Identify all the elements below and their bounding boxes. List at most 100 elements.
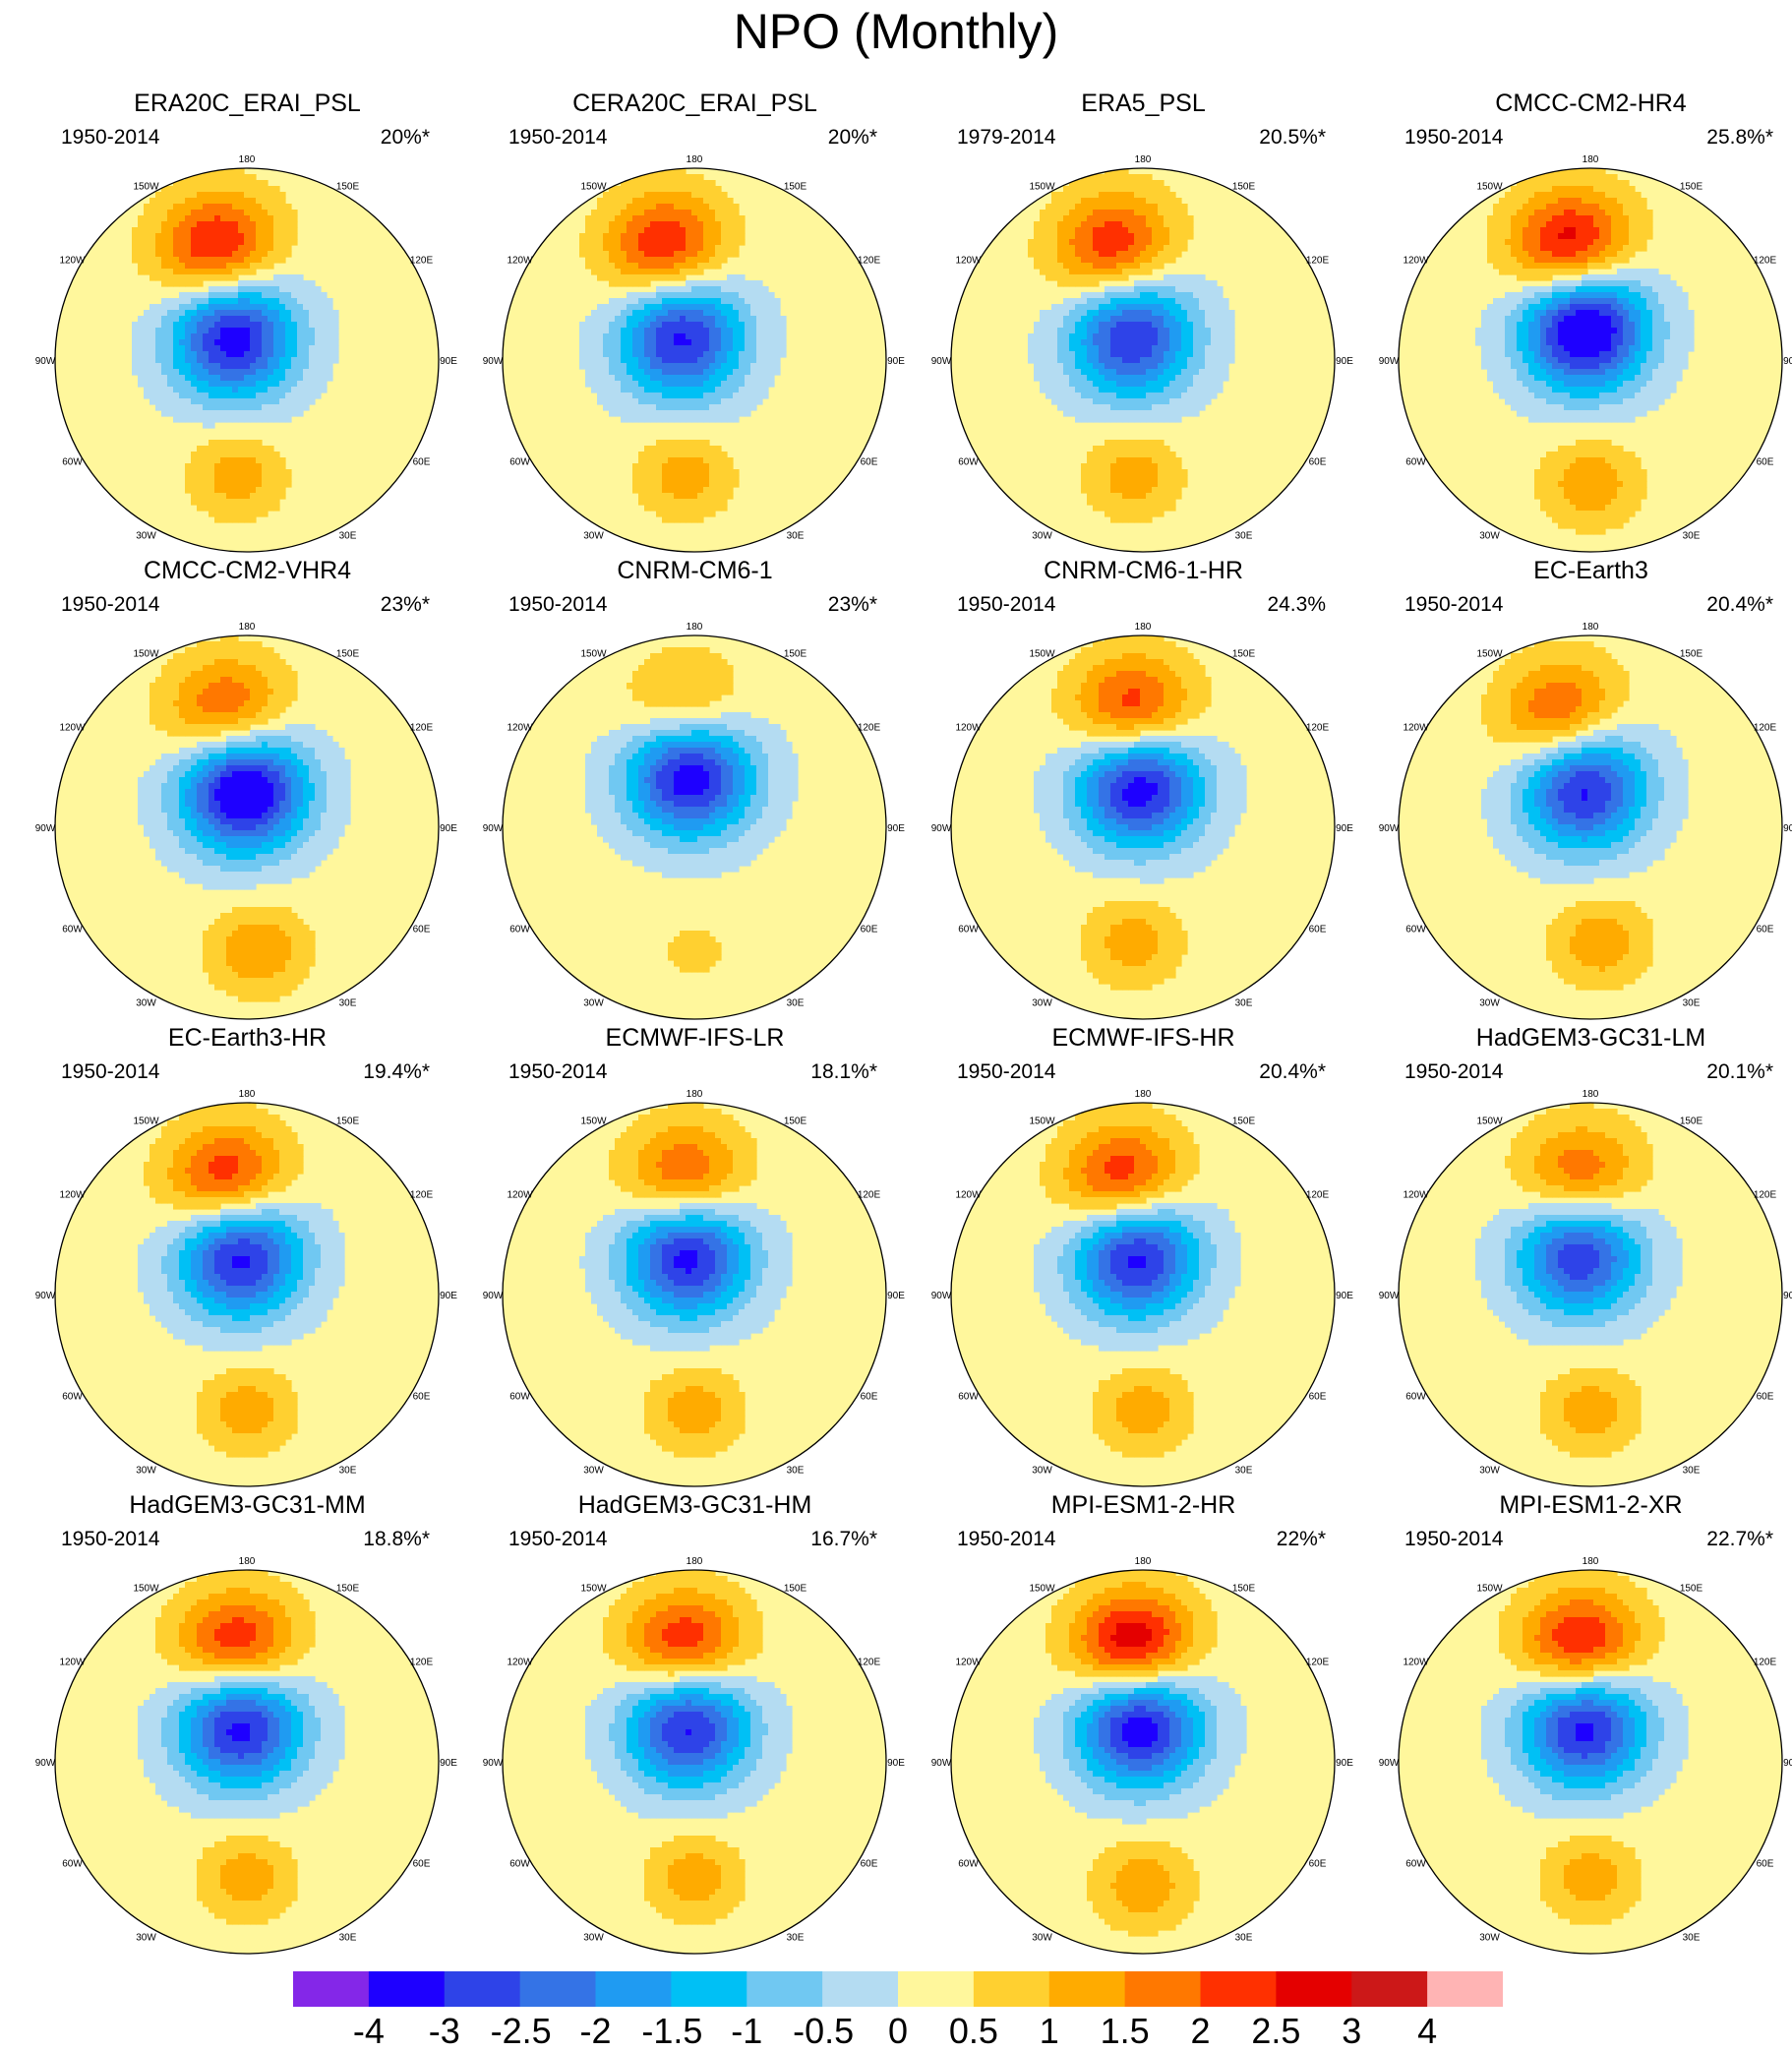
longitude-label: 120E — [1306, 723, 1330, 734]
longitude-label: 60W — [1405, 1859, 1426, 1870]
longitude-label: 150E — [336, 1117, 360, 1127]
longitude-label: 150E — [336, 1584, 360, 1595]
longitude-label: 90W — [483, 1758, 504, 1769]
longitude-label: 60W — [958, 457, 979, 468]
longitude-label: 150E — [1232, 1584, 1256, 1595]
longitude-label: 120W — [955, 723, 982, 734]
colorbar — [293, 1971, 1503, 2007]
longitude-label: 60E — [413, 1859, 431, 1870]
longitude-label: 30E — [1683, 531, 1701, 542]
longitude-label: 60W — [1405, 457, 1426, 468]
longitude-label: 30W — [136, 998, 156, 1009]
colorbar-tick-label: 0.5 — [944, 2011, 1003, 2052]
colorbar-swatch — [445, 1971, 520, 2007]
longitude-label: 120E — [1754, 1190, 1777, 1201]
longitude-label: 90E — [887, 823, 905, 834]
longitude-label: 60E — [413, 1392, 431, 1403]
panel-title: HadGEM3-GC31-MM — [24, 1490, 471, 1520]
longitude-label: 30E — [787, 998, 805, 1009]
longitude-label: 90E — [440, 823, 457, 834]
longitude-label: 180 — [1583, 1089, 1599, 1100]
longitude-label: 60E — [413, 925, 431, 935]
longitude-label: 150W — [580, 1584, 607, 1595]
longitude-label: 120W — [1403, 723, 1429, 734]
longitude-label: 150E — [784, 1117, 807, 1127]
longitude-label: 120E — [410, 1658, 434, 1668]
longitude-label: 60W — [509, 457, 530, 468]
polar-map: 180150W120W90W60W30W030E60E90E120E150E — [24, 1534, 471, 1957]
longitude-label: 30W — [583, 998, 604, 1009]
longitude-label: 120W — [507, 256, 533, 267]
longitude-label: 90W — [1379, 356, 1400, 367]
longitude-label: 180 — [239, 154, 256, 165]
longitude-label: 150W — [580, 182, 607, 193]
colorbar-swatch — [822, 1971, 898, 2007]
longitude-label: 90W — [35, 356, 56, 367]
longitude-label: 30E — [1235, 1933, 1253, 1944]
longitude-label: 90E — [1336, 356, 1353, 367]
longitude-label: 150W — [580, 649, 607, 660]
longitude-label: 90E — [1336, 823, 1353, 834]
longitude-label: 90W — [1379, 823, 1400, 834]
longitude-label: 120E — [410, 1190, 434, 1201]
colorbar-tick-label: -4 — [339, 2011, 398, 2052]
longitude-label: 90W — [931, 823, 952, 834]
panel-title: HadGEM3-GC31-HM — [471, 1490, 919, 1520]
longitude-label: 60E — [1757, 925, 1774, 935]
colorbar-swatch — [898, 1971, 974, 2007]
polar-map: 180150W120W90W60W30W030E60E90E120E150E — [24, 132, 471, 555]
polar-map: 180150W120W90W60W30W030E60E90E120E150E — [920, 1534, 1367, 1957]
colorbar-tick-label: -3 — [415, 2011, 474, 2052]
longitude-label: 60W — [958, 1392, 979, 1403]
longitude-label: 180 — [687, 1089, 703, 1100]
longitude-label: 120E — [410, 723, 434, 734]
longitude-label: 180 — [239, 622, 256, 633]
longitude-label: 30W — [136, 1933, 156, 1944]
longitude-label: 30E — [787, 1466, 805, 1477]
longitude-label: 30E — [339, 1933, 357, 1944]
longitude-label: 180 — [1583, 1556, 1599, 1567]
longitude-label: 120W — [955, 1190, 982, 1201]
longitude-label: 90W — [931, 1291, 952, 1301]
longitude-label: 90E — [887, 356, 905, 367]
longitude-label: 120W — [507, 1658, 533, 1668]
longitude-label: 30W — [583, 531, 604, 542]
colorbar-tick-label: -0.5 — [793, 2011, 852, 2052]
longitude-label: 30W — [1032, 1466, 1052, 1477]
panel-title: MPI-ESM1-2-HR — [920, 1490, 1367, 1520]
longitude-label: 180 — [687, 622, 703, 633]
colorbar-swatch — [293, 1971, 369, 2007]
longitude-label: 60W — [509, 1392, 530, 1403]
longitude-label: 150E — [1680, 1117, 1703, 1127]
longitude-label: 60W — [62, 457, 83, 468]
longitude-label: 90E — [1783, 356, 1792, 367]
longitude-label: 120E — [1306, 1190, 1330, 1201]
colorbar-tick-label: 0 — [868, 2011, 927, 2052]
longitude-label: 120W — [1403, 1658, 1429, 1668]
longitude-label: 120E — [858, 1190, 881, 1201]
longitude-label: 120W — [955, 256, 982, 267]
longitude-label: 150W — [133, 1584, 159, 1595]
longitude-label: 30W — [1479, 998, 1500, 1009]
longitude-label: 180 — [1583, 154, 1599, 165]
longitude-label: 150W — [1029, 649, 1055, 660]
longitude-label: 90E — [1783, 1758, 1792, 1769]
longitude-label: 60E — [1309, 1392, 1327, 1403]
panel-title: ECMWF-IFS-LR — [471, 1023, 919, 1053]
longitude-label: 30E — [339, 998, 357, 1009]
longitude-label: 30E — [787, 1933, 805, 1944]
colorbar-swatch — [1125, 1971, 1201, 2007]
longitude-label: 90E — [887, 1758, 905, 1769]
panel-title: CMCC-CM2-HR4 — [1367, 89, 1792, 118]
longitude-label: 30E — [1683, 1933, 1701, 1944]
longitude-label: 60E — [861, 1859, 878, 1870]
longitude-label: 150W — [1476, 1584, 1503, 1595]
longitude-label: 150E — [1680, 182, 1703, 193]
